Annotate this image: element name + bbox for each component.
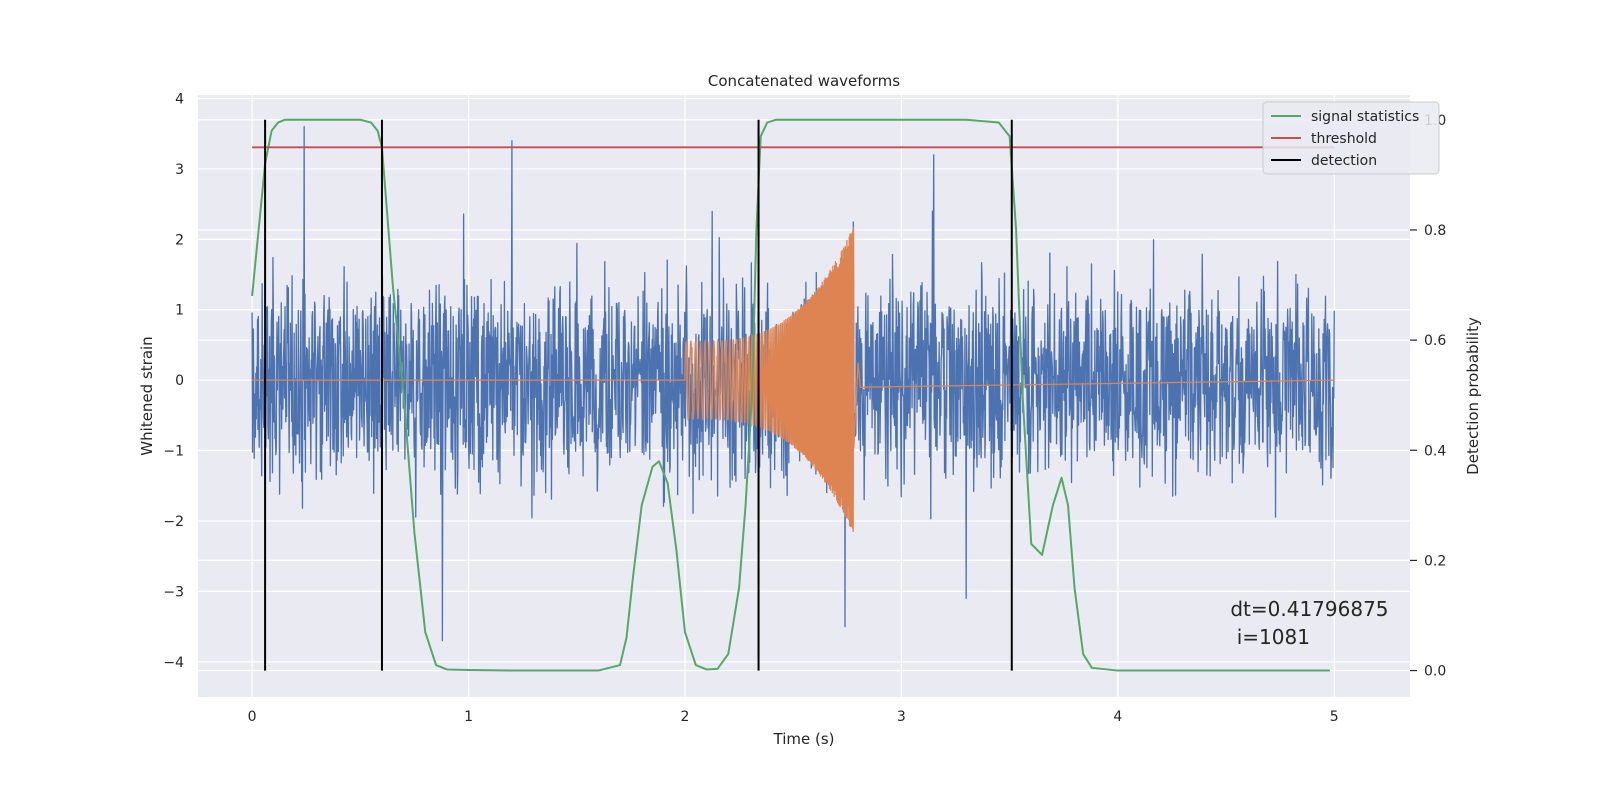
y-tick-label: −1 <box>163 444 184 460</box>
y-axis-right: 0.00.20.40.60.81.0 <box>1410 113 1446 680</box>
y2-tick-label: 0.0 <box>1424 664 1446 680</box>
signal-statistics-line <box>251 118 1330 672</box>
x-axis-title: Time (s) <box>773 730 835 748</box>
y-tick-label: 1 <box>175 303 184 319</box>
y2-tick-label: 0.2 <box>1424 553 1446 569</box>
y-axis-left: −4 −3 −2 −1 0 1 2 3 4 <box>163 92 184 671</box>
y-tick-label: 4 <box>175 92 184 108</box>
y2-tick-label: 0.6 <box>1424 333 1446 349</box>
y2-axis-title: Detection probability <box>1464 317 1482 475</box>
y2-tick-label: 0.8 <box>1424 223 1446 239</box>
y-tick-label: −2 <box>163 514 184 530</box>
y-tick-label: 0 <box>175 373 184 389</box>
legend: signal statistics threshold detection <box>1262 101 1440 175</box>
x-axis: 0 1 2 3 4 5 <box>248 709 1339 725</box>
y-axis-title: Whitened strain <box>138 336 156 455</box>
chart-title: Concatenated waveforms <box>708 72 900 90</box>
y-tick-label: −3 <box>163 584 184 600</box>
x-tick-label: 4 <box>1113 709 1122 725</box>
legend-label-signal-statistics: signal statistics <box>1311 109 1419 125</box>
annotation-dt: dt=0.41796875 <box>1230 597 1388 621</box>
x-tick-label: 1 <box>464 709 473 725</box>
x-tick-label: 2 <box>681 709 690 725</box>
annotation: dt=0.41796875 i=1081 <box>1230 597 1388 649</box>
y-tick-label: −4 <box>163 655 184 671</box>
template-line <box>252 226 1335 532</box>
y-tick-label: 3 <box>175 162 184 178</box>
legend-box <box>1262 101 1440 175</box>
x-tick-label: 5 <box>1330 709 1339 725</box>
annotation-index: i=1081 <box>1230 625 1310 649</box>
legend-label-threshold: threshold <box>1311 131 1377 147</box>
detection-series <box>264 119 1013 671</box>
template-series <box>252 226 1335 532</box>
legend-label-detection: detection <box>1311 153 1377 169</box>
x-tick-label: 3 <box>897 709 906 725</box>
x-tick-label: 0 <box>248 709 257 725</box>
signal-statistics-series <box>251 118 1330 672</box>
y-tick-label: 2 <box>175 232 184 248</box>
y2-tick-label: 0.4 <box>1424 443 1446 459</box>
